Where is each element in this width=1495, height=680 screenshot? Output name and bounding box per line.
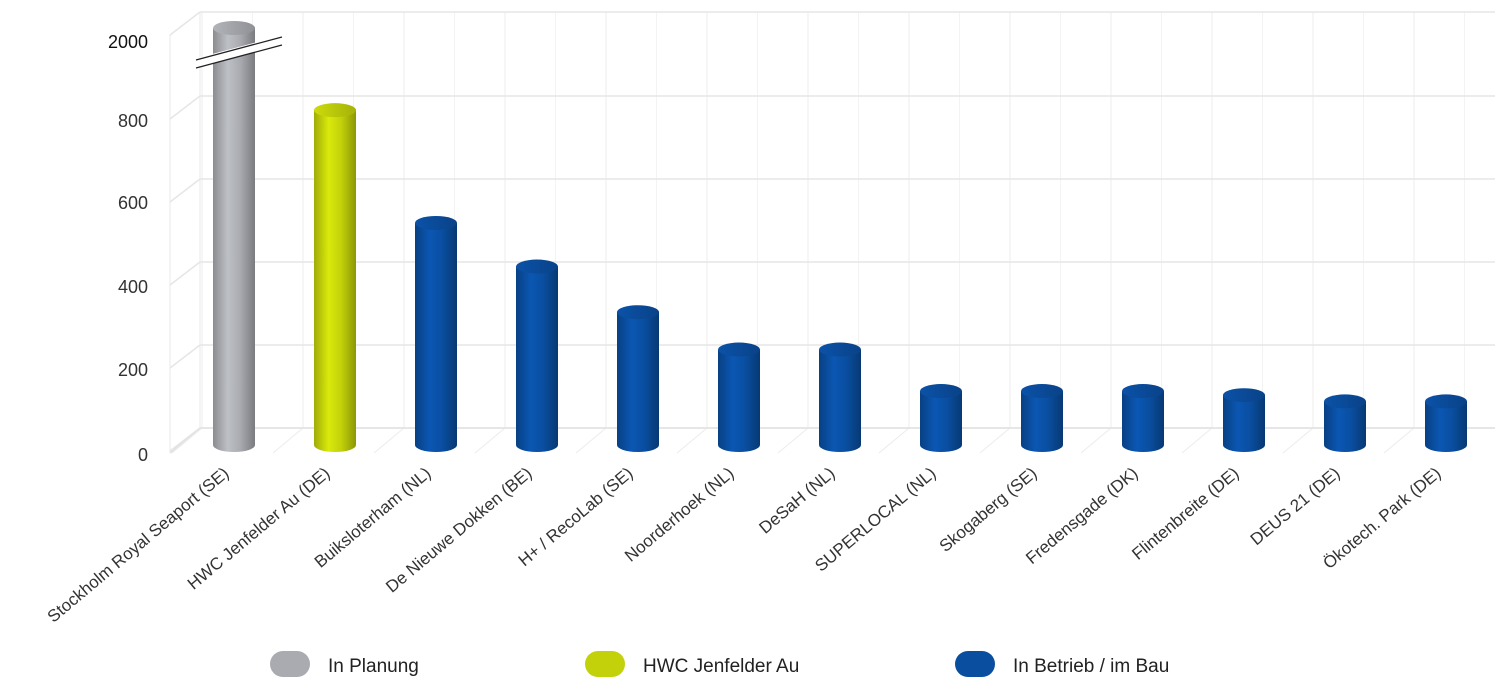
grid-floor-line	[474, 427, 506, 454]
grid-side-line	[169, 344, 201, 369]
y-tick-label: 800	[118, 111, 148, 131]
bar	[314, 103, 356, 453]
bar-body	[1425, 401, 1467, 452]
grid-floor-line	[1282, 427, 1314, 454]
bar	[1324, 394, 1366, 452]
bar-body	[1324, 401, 1366, 452]
bar-top	[213, 21, 255, 35]
bar-top	[718, 342, 760, 357]
x-tick-label: Fredensgade (DK)	[1022, 464, 1141, 568]
grid-floor-line	[979, 427, 1011, 454]
grid-floor-line	[575, 427, 607, 454]
legend-label: In Planung	[328, 656, 419, 677]
axis-break-mark	[195, 44, 283, 69]
bar-body	[314, 110, 356, 453]
bar-body	[1122, 391, 1164, 452]
bar-body	[819, 349, 861, 452]
grid-floor-line	[1181, 427, 1213, 454]
bar-body	[920, 391, 962, 452]
grid-side-line	[169, 178, 201, 203]
bar	[617, 305, 659, 452]
bar-top	[920, 384, 962, 399]
y-axis-ticks: 0 200 400 600 800 2000	[108, 32, 148, 465]
grid-floor-line	[1383, 427, 1415, 454]
y-tick-label: 600	[118, 193, 148, 213]
x-tick-label: Skogaberg (SE)	[936, 464, 1041, 556]
legend-swatch	[270, 651, 310, 677]
axis-break-gap	[194, 35, 284, 68]
grid-side-line	[169, 261, 201, 286]
bar	[415, 215, 457, 452]
x-tick-label: Noorderhoek (NL)	[621, 464, 737, 566]
grid-side-line	[169, 11, 201, 36]
bar-top	[314, 103, 356, 118]
grid-side-line	[169, 427, 201, 454]
x-tick-label: DeSaH (NL)	[755, 464, 838, 538]
y-tick-label: 2000	[108, 32, 148, 52]
bar-top	[819, 342, 861, 357]
bar	[1223, 388, 1265, 452]
grid-floor-line	[878, 427, 910, 454]
bar-body	[213, 28, 255, 452]
axis-break-mark	[195, 36, 283, 61]
x-axis-labels: Stockholm Royal Seaport (SE)HWC Jenfelde…	[44, 464, 1445, 627]
legend-swatch	[585, 651, 625, 677]
bar-top	[516, 259, 558, 274]
bar-body	[516, 266, 558, 452]
bar	[516, 259, 558, 452]
x-tick-label: Stockholm Royal Seaport (SE)	[44, 464, 233, 627]
legend-label: In Betrieb / im Bau	[1013, 656, 1169, 677]
bar	[920, 384, 962, 452]
y-tick-label: 200	[118, 360, 148, 380]
bar-top	[617, 305, 659, 320]
axis-break	[194, 35, 284, 69]
legend-item: In Betrieb / im Bau	[955, 651, 1169, 677]
bar	[1425, 394, 1467, 452]
bar-top	[415, 215, 457, 230]
legend: In Planung HWC Jenfelder Au In Betrieb / i…	[270, 651, 1169, 677]
bars	[213, 21, 1467, 453]
bar	[1021, 384, 1063, 452]
grid-floor-line	[676, 427, 708, 454]
bar-top	[1021, 384, 1063, 399]
legend-label: HWC Jenfelder Au	[643, 656, 799, 677]
y-tick-label: 400	[118, 277, 148, 297]
grid-floor-line	[777, 427, 809, 454]
grid-floor-line	[272, 427, 304, 454]
bar-body	[617, 312, 659, 452]
bar-body	[1223, 395, 1265, 452]
bar	[1122, 384, 1164, 452]
x-tick-label: DEUS 21 (DE)	[1247, 464, 1344, 550]
bar-body	[718, 349, 760, 452]
bar-top	[1223, 388, 1265, 403]
bar-body	[1021, 391, 1063, 452]
legend-item: HWC Jenfelder Au	[585, 651, 799, 677]
legend-swatch	[955, 651, 995, 677]
x-tick-label: Flintenbreite (DE)	[1128, 464, 1242, 564]
grid-floor-line	[1080, 427, 1112, 454]
bar	[819, 342, 861, 452]
grid	[169, 11, 1495, 454]
grid-floor-line	[171, 427, 203, 454]
grid-floor-line	[373, 427, 405, 454]
bar-top	[1425, 394, 1467, 409]
legend-item: In Planung	[270, 651, 419, 677]
bar-body	[415, 222, 457, 452]
grid-side-line	[169, 95, 201, 120]
bar-top	[1122, 384, 1164, 399]
y-tick-label: 0	[138, 445, 148, 465]
bar	[718, 342, 760, 452]
bar-top	[1324, 394, 1366, 409]
bar	[213, 21, 255, 452]
